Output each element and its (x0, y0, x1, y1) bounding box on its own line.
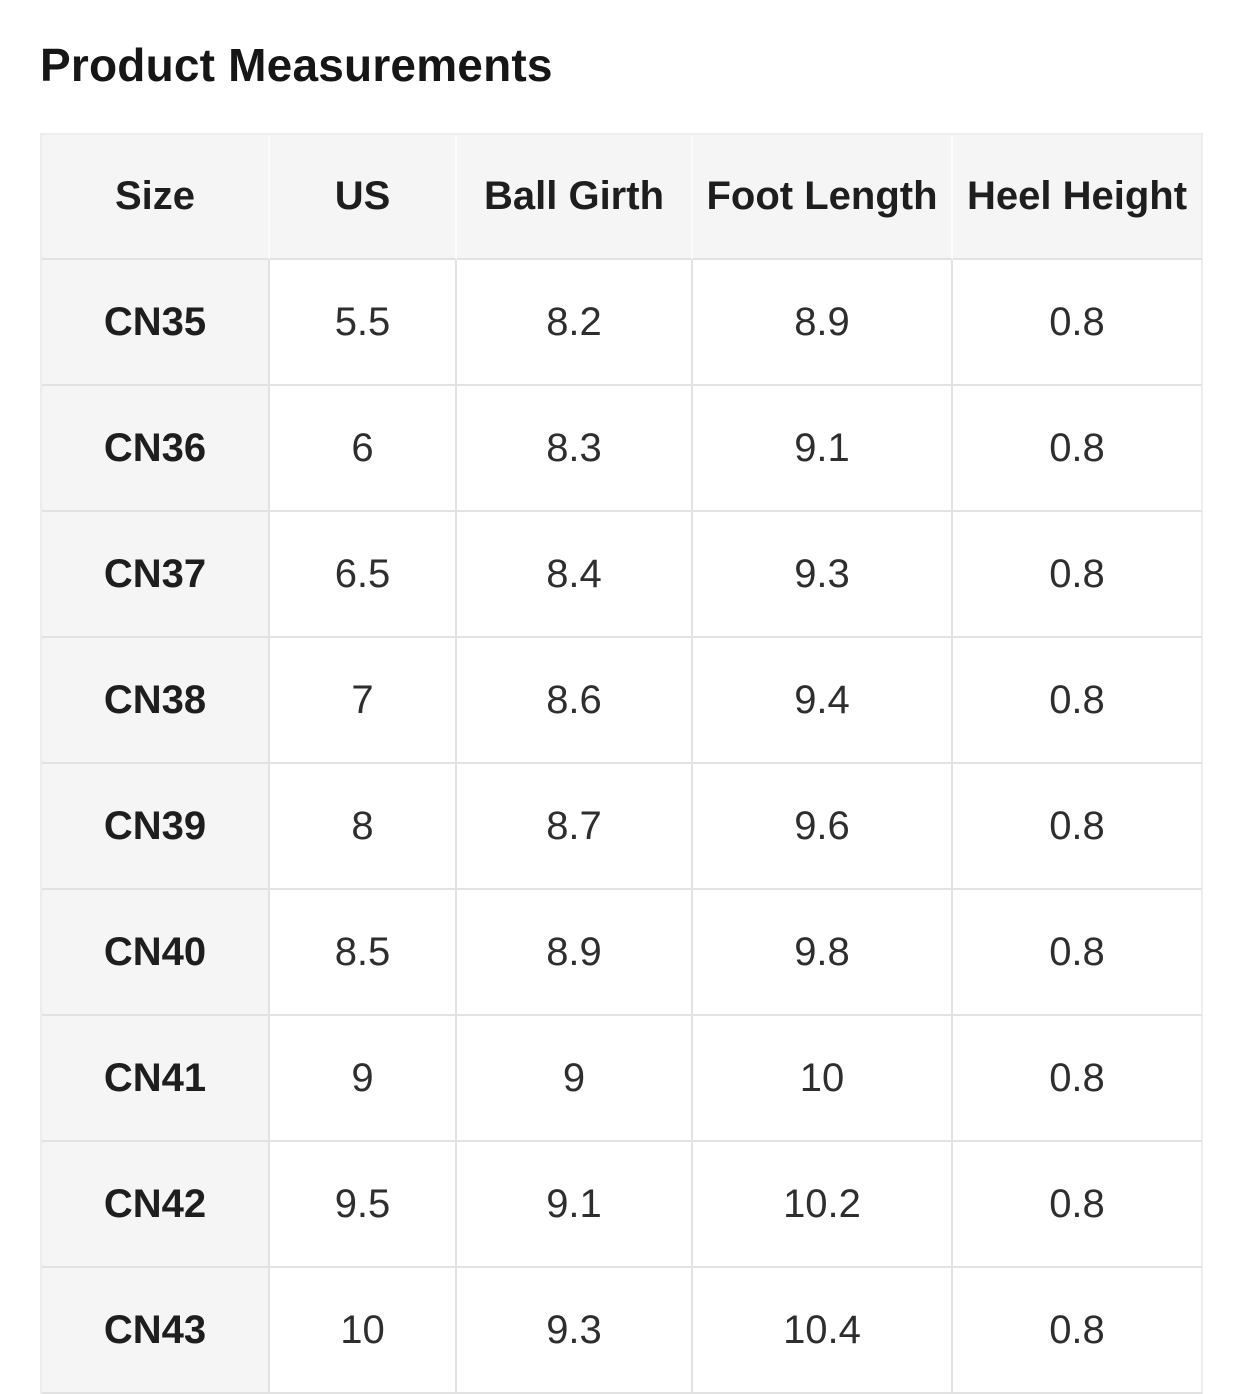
foot-length-cell: 9.4 (693, 638, 953, 764)
column-header-ball-girth: Ball Girth (457, 135, 693, 260)
us-cell: 9.5 (270, 1142, 457, 1268)
table-row: CN37 6.5 8.4 9.3 0.8 (42, 512, 1203, 638)
table-row: CN42 9.5 9.1 10.2 0.8 (42, 1142, 1203, 1268)
us-cell: 6 (270, 386, 457, 512)
size-cell: CN41 (42, 1016, 270, 1142)
ball-girth-cell: 9 (457, 1016, 693, 1142)
size-cell: CN43 (42, 1268, 270, 1394)
size-cell: CN37 (42, 512, 270, 638)
heel-height-cell: 0.8 (953, 1268, 1203, 1394)
measurements-table-container: Size US Ball Girth Foot Length Heel Heig… (40, 133, 1207, 1394)
ball-girth-cell: 9.3 (457, 1268, 693, 1394)
heel-height-cell: 0.8 (953, 386, 1203, 512)
us-cell: 9 (270, 1016, 457, 1142)
table-row: CN38 7 8.6 9.4 0.8 (42, 638, 1203, 764)
us-cell: 10 (270, 1268, 457, 1394)
column-header-foot-length: Foot Length (693, 135, 953, 260)
foot-length-cell: 10 (693, 1016, 953, 1142)
heel-height-cell: 0.8 (953, 512, 1203, 638)
size-cell: CN40 (42, 890, 270, 1016)
us-cell: 5.5 (270, 260, 457, 386)
ball-girth-cell: 8.2 (457, 260, 693, 386)
foot-length-cell: 10.4 (693, 1268, 953, 1394)
size-cell: CN42 (42, 1142, 270, 1268)
table-row: CN40 8.5 8.9 9.8 0.8 (42, 890, 1203, 1016)
foot-length-cell: 9.6 (693, 764, 953, 890)
ball-girth-cell: 8.4 (457, 512, 693, 638)
ball-girth-cell: 9.1 (457, 1142, 693, 1268)
heel-height-cell: 0.8 (953, 764, 1203, 890)
column-header-size: Size (42, 135, 270, 260)
size-cell: CN38 (42, 638, 270, 764)
size-cell: CN36 (42, 386, 270, 512)
table-row: CN36 6 8.3 9.1 0.8 (42, 386, 1203, 512)
heel-height-cell: 0.8 (953, 260, 1203, 386)
page-title: Product Measurements (40, 39, 553, 91)
table-row: CN35 5.5 8.2 8.9 0.8 (42, 260, 1203, 386)
us-cell: 7 (270, 638, 457, 764)
foot-length-cell: 9.8 (693, 890, 953, 1016)
us-cell: 8.5 (270, 890, 457, 1016)
foot-length-cell: 10.2 (693, 1142, 953, 1268)
foot-length-cell: 9.3 (693, 512, 953, 638)
foot-length-cell: 9.1 (693, 386, 953, 512)
table-row: CN39 8 8.7 9.6 0.8 (42, 764, 1203, 890)
ball-girth-cell: 8.9 (457, 890, 693, 1016)
table-row: CN43 10 9.3 10.4 0.8 (42, 1268, 1203, 1394)
heel-height-cell: 0.8 (953, 1142, 1203, 1268)
column-header-us: US (270, 135, 457, 260)
heel-height-cell: 0.8 (953, 638, 1203, 764)
ball-girth-cell: 8.7 (457, 764, 693, 890)
us-cell: 8 (270, 764, 457, 890)
heel-height-cell: 0.8 (953, 890, 1203, 1016)
foot-length-cell: 8.9 (693, 260, 953, 386)
ball-girth-cell: 8.6 (457, 638, 693, 764)
measurements-table: Size US Ball Girth Foot Length Heel Heig… (40, 133, 1203, 1394)
header-row: Size US Ball Girth Foot Length Heel Heig… (42, 135, 1203, 260)
size-cell: CN39 (42, 764, 270, 890)
table-row: CN41 9 9 10 0.8 (42, 1016, 1203, 1142)
us-cell: 6.5 (270, 512, 457, 638)
size-cell: CN35 (42, 260, 270, 386)
heel-height-cell: 0.8 (953, 1016, 1203, 1142)
ball-girth-cell: 8.3 (457, 386, 693, 512)
column-header-heel-height: Heel Height (953, 135, 1203, 260)
